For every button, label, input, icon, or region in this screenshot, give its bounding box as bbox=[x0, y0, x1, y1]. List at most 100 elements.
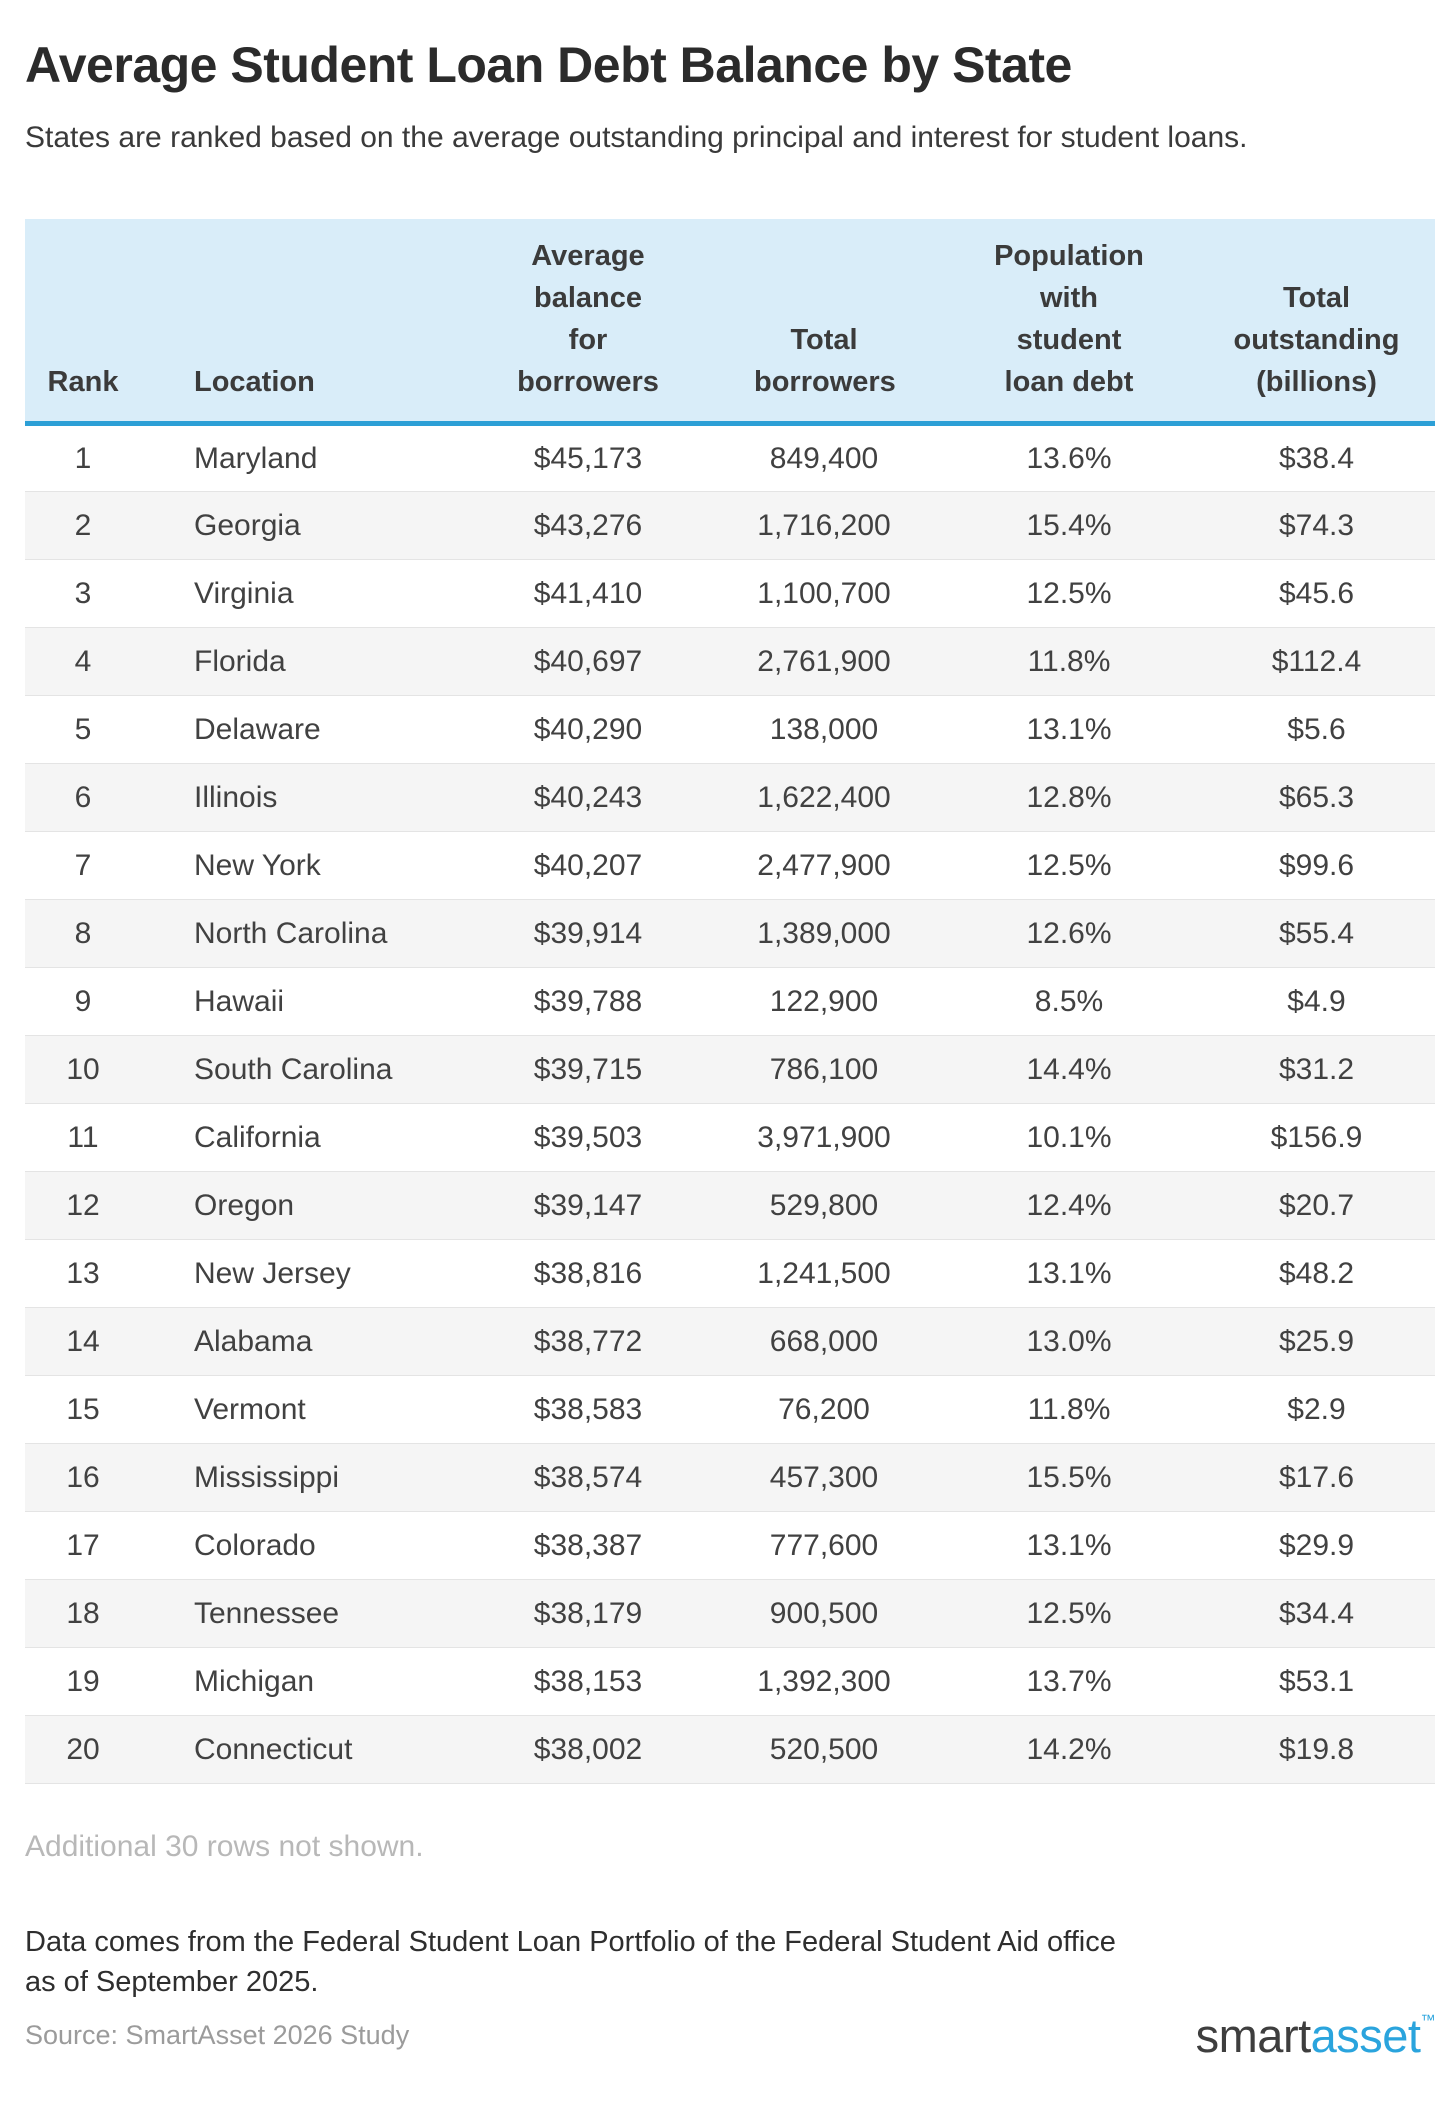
table-header-row: Rank Location Average balance for borrow… bbox=[25, 219, 1435, 426]
cell-total-outstanding: $31.2 bbox=[1198, 1035, 1435, 1104]
table-row: 4 Florida $40,697 2,761,900 11.8% $112.4 bbox=[25, 627, 1435, 696]
cell-total-borrowers: 3,971,900 bbox=[708, 1103, 940, 1172]
cell-location: Colorado bbox=[141, 1511, 468, 1580]
cell-rank: 2 bbox=[25, 491, 141, 560]
cell-total-outstanding: $156.9 bbox=[1198, 1103, 1435, 1172]
cell-rank: 3 bbox=[25, 559, 141, 628]
column-header-rank: Rank bbox=[25, 219, 141, 426]
column-header-population-with-debt: Population with student loan debt bbox=[940, 219, 1198, 426]
cell-total-outstanding: $112.4 bbox=[1198, 627, 1435, 696]
cell-total-outstanding: $55.4 bbox=[1198, 899, 1435, 968]
cell-pop-with-debt: 12.4% bbox=[940, 1171, 1198, 1240]
cell-pop-with-debt: 12.5% bbox=[940, 559, 1198, 628]
cell-total-borrowers: 849,400 bbox=[708, 423, 940, 492]
cell-total-borrowers: 457,300 bbox=[708, 1443, 940, 1512]
cell-avg-balance: $38,772 bbox=[468, 1307, 708, 1376]
cell-location: Maryland bbox=[141, 423, 468, 492]
cell-pop-with-debt: 10.1% bbox=[940, 1103, 1198, 1172]
table-header: Rank Location Average balance for borrow… bbox=[25, 219, 1435, 426]
table-row: 3 Virginia $41,410 1,100,700 12.5% $45.6 bbox=[25, 559, 1435, 628]
cell-total-outstanding: $38.4 bbox=[1198, 423, 1435, 492]
cell-location: Delaware bbox=[141, 695, 468, 764]
cell-avg-balance: $38,179 bbox=[468, 1579, 708, 1648]
table-row: 6 Illinois $40,243 1,622,400 12.8% $65.3 bbox=[25, 763, 1435, 832]
cell-rank: 14 bbox=[25, 1307, 141, 1376]
cell-avg-balance: $38,387 bbox=[468, 1511, 708, 1580]
cell-location: California bbox=[141, 1103, 468, 1172]
cell-rank: 1 bbox=[25, 423, 141, 492]
cell-rank: 13 bbox=[25, 1239, 141, 1308]
cell-total-borrowers: 1,241,500 bbox=[708, 1239, 940, 1308]
table-row: 16 Mississippi $38,574 457,300 15.5% $17.6 bbox=[25, 1443, 1435, 1512]
cell-avg-balance: $43,276 bbox=[468, 491, 708, 560]
cell-pop-with-debt: 13.7% bbox=[940, 1647, 1198, 1716]
table-row: 18 Tennessee $38,179 900,500 12.5% $34.4 bbox=[25, 1579, 1435, 1648]
cell-avg-balance: $41,410 bbox=[468, 559, 708, 628]
cell-avg-balance: $40,207 bbox=[468, 831, 708, 900]
table-row: 15 Vermont $38,583 76,200 11.8% $2.9 bbox=[25, 1375, 1435, 1444]
smartasset-logo: smartasset™ bbox=[1196, 2012, 1436, 2059]
table-row: 5 Delaware $40,290 138,000 13.1% $5.6 bbox=[25, 695, 1435, 764]
cell-total-outstanding: $53.1 bbox=[1198, 1647, 1435, 1716]
cell-avg-balance: $38,816 bbox=[468, 1239, 708, 1308]
column-header-total-outstanding: Total outstanding (billions) bbox=[1198, 219, 1435, 426]
table-row: 10 South Carolina $39,715 786,100 14.4% $31.2 bbox=[25, 1035, 1435, 1104]
cell-avg-balance: $39,788 bbox=[468, 967, 708, 1036]
cell-location: Florida bbox=[141, 627, 468, 696]
table-row: 2 Georgia $43,276 1,716,200 15.4% $74.3 bbox=[25, 491, 1435, 560]
cell-rank: 5 bbox=[25, 695, 141, 764]
cell-total-borrowers: 76,200 bbox=[708, 1375, 940, 1444]
cell-location: New Jersey bbox=[141, 1239, 468, 1308]
cell-location: Mississippi bbox=[141, 1443, 468, 1512]
column-header-total-borrowers-label: Total borrowers bbox=[754, 324, 896, 398]
cell-rank: 11 bbox=[25, 1103, 141, 1172]
cell-avg-balance: $38,002 bbox=[468, 1715, 708, 1784]
cell-pop-with-debt: 13.1% bbox=[940, 1511, 1198, 1580]
cell-pop-with-debt: 14.2% bbox=[940, 1715, 1198, 1784]
cell-rank: 20 bbox=[25, 1715, 141, 1784]
data-source-note: Data comes from the Federal Student Loan… bbox=[25, 1922, 1415, 2002]
cell-total-borrowers: 1,389,000 bbox=[708, 899, 940, 968]
cell-total-borrowers: 122,900 bbox=[708, 967, 940, 1036]
column-header-rank-label: Rank bbox=[47, 366, 119, 398]
table-row: 11 California $39,503 3,971,900 10.1% $156.9 bbox=[25, 1103, 1435, 1172]
cell-pop-with-debt: 13.1% bbox=[940, 1239, 1198, 1308]
table-row: 12 Oregon $39,147 529,800 12.4% $20.7 bbox=[25, 1171, 1435, 1240]
cell-total-borrowers: 520,500 bbox=[708, 1715, 940, 1784]
cell-avg-balance: $39,503 bbox=[468, 1103, 708, 1172]
table-row: 9 Hawaii $39,788 122,900 8.5% $4.9 bbox=[25, 967, 1435, 1036]
cell-rank: 12 bbox=[25, 1171, 141, 1240]
cell-rank: 4 bbox=[25, 627, 141, 696]
cell-pop-with-debt: 14.4% bbox=[940, 1035, 1198, 1104]
column-header-population-with-debt-label: Population with student loan debt bbox=[994, 240, 1144, 398]
cell-rank: 19 bbox=[25, 1647, 141, 1716]
cell-total-borrowers: 2,477,900 bbox=[708, 831, 940, 900]
cell-total-outstanding: $99.6 bbox=[1198, 831, 1435, 900]
cell-location: Connecticut bbox=[141, 1715, 468, 1784]
cell-location: Oregon bbox=[141, 1171, 468, 1240]
cell-pop-with-debt: 13.0% bbox=[940, 1307, 1198, 1376]
cell-total-borrowers: 1,100,700 bbox=[708, 559, 940, 628]
cell-location: Georgia bbox=[141, 491, 468, 560]
cell-pop-with-debt: 12.6% bbox=[940, 899, 1198, 968]
data-source-note-line2: as of September 2025. bbox=[25, 1966, 319, 1998]
table-row: 1 Maryland $45,173 849,400 13.6% $38.4 bbox=[25, 423, 1435, 492]
cell-avg-balance: $40,290 bbox=[468, 695, 708, 764]
table-row: 13 New Jersey $38,816 1,241,500 13.1% $48.2 bbox=[25, 1239, 1435, 1308]
cell-avg-balance: $40,243 bbox=[468, 763, 708, 832]
cell-total-borrowers: 1,392,300 bbox=[708, 1647, 940, 1716]
cell-rank: 17 bbox=[25, 1511, 141, 1580]
cell-rank: 10 bbox=[25, 1035, 141, 1104]
cell-total-outstanding: $65.3 bbox=[1198, 763, 1435, 832]
cell-total-borrowers: 2,761,900 bbox=[708, 627, 940, 696]
cell-rank: 16 bbox=[25, 1443, 141, 1512]
cell-total-outstanding: $19.8 bbox=[1198, 1715, 1435, 1784]
cell-avg-balance: $38,153 bbox=[468, 1647, 708, 1716]
table-row: 20 Connecticut $38,002 520,500 14.2% $19.8 bbox=[25, 1715, 1435, 1784]
column-header-average-balance-label: Average balance for borrowers bbox=[517, 240, 659, 398]
cell-total-outstanding: $17.6 bbox=[1198, 1443, 1435, 1512]
cell-total-borrowers: 900,500 bbox=[708, 1579, 940, 1648]
table-row: 17 Colorado $38,387 777,600 13.1% $29.9 bbox=[25, 1511, 1435, 1580]
cell-total-outstanding: $74.3 bbox=[1198, 491, 1435, 560]
table-body: 1 Maryland $45,173 849,400 13.6% $38.4 2 Georgi… bbox=[25, 423, 1435, 1784]
